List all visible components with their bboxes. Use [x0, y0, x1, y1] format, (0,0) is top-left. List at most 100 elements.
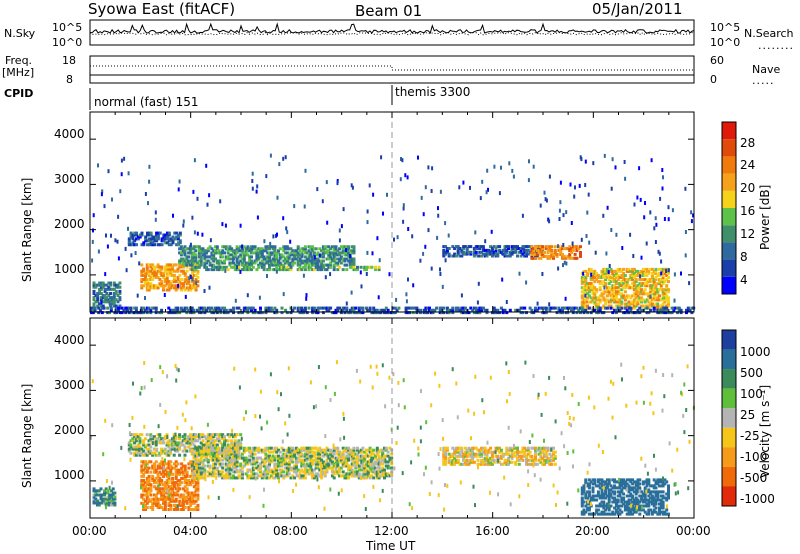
data-cell — [221, 454, 225, 458]
data-cell — [582, 271, 585, 276]
data-cell — [539, 450, 543, 454]
data-cell — [109, 281, 113, 285]
data-cell — [187, 286, 191, 290]
data-cell — [352, 308, 356, 312]
data-cell — [277, 472, 280, 476]
data-cell — [641, 292, 645, 296]
data-cell — [163, 506, 167, 509]
data-cell — [194, 456, 198, 460]
data-cell — [566, 247, 570, 251]
data-cell — [359, 468, 363, 472]
data-cell — [149, 263, 153, 267]
data-cell — [104, 497, 108, 501]
data-cell — [149, 451, 153, 455]
data-cell — [641, 269, 645, 273]
data-cell — [372, 308, 376, 312]
data-cell — [264, 468, 268, 472]
data-cell — [269, 460, 273, 464]
data-cell — [544, 452, 548, 456]
data-cell — [336, 257, 340, 261]
data-cell — [656, 296, 660, 300]
data-cell — [352, 265, 356, 269]
data-cell — [555, 252, 559, 256]
data-cell — [571, 247, 575, 251]
data-cell — [176, 267, 180, 271]
data-cell — [372, 468, 376, 472]
data-cell — [647, 306, 651, 310]
data-cell — [503, 247, 507, 250]
data-cell — [163, 508, 167, 511]
data-cell — [604, 290, 608, 294]
data-cell — [154, 487, 158, 491]
data-cell — [388, 458, 392, 462]
data-cell — [237, 452, 241, 456]
data-cell — [217, 458, 221, 462]
data-cell — [544, 254, 548, 258]
data-cell — [620, 280, 624, 284]
data-cell — [149, 483, 153, 487]
data-cell — [534, 256, 537, 260]
data-cell — [224, 458, 228, 462]
data-cell — [127, 226, 129, 231]
data-cell — [156, 474, 160, 478]
data-cell — [354, 452, 358, 456]
data-cell — [593, 308, 597, 312]
data-cell — [196, 452, 200, 456]
data-cell — [580, 282, 584, 286]
data-cell — [244, 308, 248, 312]
data-cell — [287, 464, 291, 468]
data-cell — [284, 155, 287, 160]
data-cell — [199, 452, 203, 456]
data-cell — [318, 446, 322, 450]
data-cell — [320, 474, 324, 478]
data-cell — [212, 448, 216, 452]
data-cell — [208, 454, 212, 458]
data-cell — [374, 454, 377, 458]
data-cell — [632, 276, 636, 279]
data-cell — [445, 250, 449, 254]
data-cell — [616, 286, 620, 290]
data-cell — [140, 470, 144, 474]
data-cell — [514, 450, 518, 454]
data-cell — [320, 472, 324, 476]
data-cell — [287, 468, 291, 472]
data-cell — [174, 497, 178, 501]
data-cell — [201, 435, 205, 439]
data-cell — [148, 179, 151, 184]
data-cell — [334, 311, 338, 315]
data-cell — [230, 249, 234, 253]
data-cell — [191, 280, 194, 284]
data-cell — [212, 446, 216, 450]
data-cell — [489, 245, 493, 249]
data-cell — [618, 308, 622, 312]
data-cell — [244, 456, 248, 460]
data-cell — [472, 250, 476, 254]
data-cell — [440, 311, 444, 315]
data-cell — [639, 274, 642, 279]
data-cell — [259, 261, 262, 265]
data-cell — [622, 278, 626, 282]
data-cell — [115, 306, 119, 310]
data-cell — [90, 311, 93, 315]
data-cell — [123, 156, 126, 161]
data-cell — [164, 233, 168, 237]
data-cell — [208, 255, 212, 259]
data-cell — [589, 276, 593, 279]
data-cell — [246, 261, 250, 265]
data-cell — [489, 450, 493, 454]
data-cell — [180, 468, 184, 472]
data-cell — [101, 304, 105, 308]
data-cell — [659, 286, 663, 290]
data-cell — [377, 311, 381, 315]
data-cell — [268, 460, 271, 464]
data-cell — [179, 253, 183, 257]
data-cell — [379, 470, 383, 474]
data-cell — [154, 439, 158, 443]
data-cell — [144, 485, 147, 489]
data-cell — [302, 460, 306, 464]
data-cell — [320, 253, 324, 257]
data-cell — [239, 249, 243, 253]
data-cell — [165, 462, 169, 466]
data-cell — [133, 231, 137, 235]
data-cell — [256, 184, 259, 189]
